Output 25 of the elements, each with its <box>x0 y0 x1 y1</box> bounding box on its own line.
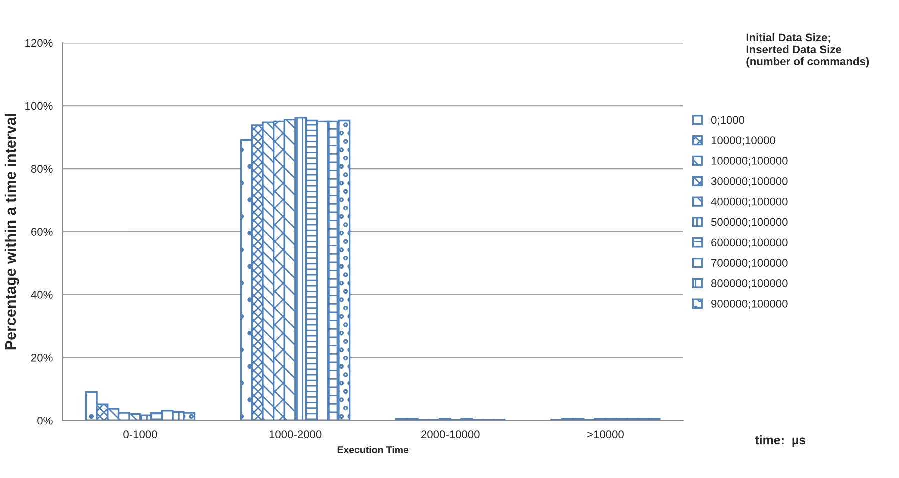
legend-title: Initial Data Size; Inserted Data Size (number of commands) <box>746 33 870 68</box>
legend-label: 400000;100000 <box>711 198 788 208</box>
text: time: µs <box>755 435 806 448</box>
legend-label: 100000;100000 <box>712 157 788 166</box>
legend-label: 800000;100000 <box>712 280 788 289</box>
x-tick-label: 1000-2000 <box>270 430 322 439</box>
y-tick-label: 120% <box>26 39 53 48</box>
y-tick-label: 100% <box>26 102 53 110</box>
y-tick-label: 80% <box>31 165 53 174</box>
y-tick-label: 0% <box>38 416 53 425</box>
legend-label: 500000;100000 <box>711 218 788 228</box>
y-tick-label: 40% <box>31 291 53 299</box>
x-tick-label: >10000 <box>588 430 624 439</box>
y-tick-label: 60% <box>32 228 53 236</box>
legend-label: 600000;100000 <box>712 238 788 248</box>
legend-label: 300000;100000 <box>711 177 788 187</box>
x-tick-label: 2000-10000 <box>422 430 480 439</box>
legend-label: 900000;100000 <box>712 300 788 310</box>
legend-label: 700000;100000 <box>712 259 788 268</box>
y-axis-title: Percentage within a time interval <box>4 114 20 350</box>
legend-label: 10000;10000 <box>712 136 776 146</box>
x-axis-title: Execution Time <box>338 446 409 454</box>
y-tick-label: 20% <box>32 354 53 362</box>
legend-label: 0;1000 <box>711 116 745 126</box>
x-tick-label: 0-1000 <box>124 430 158 439</box>
